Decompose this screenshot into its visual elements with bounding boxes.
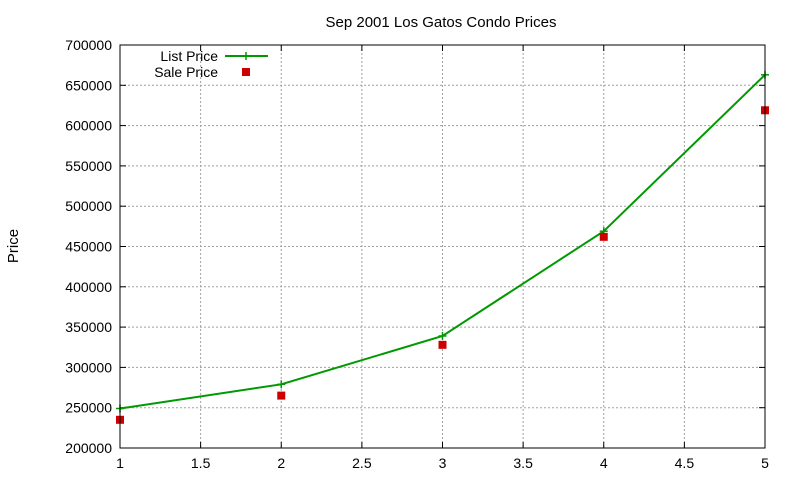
x-tick-label: 3.5 [513,455,533,471]
x-tick-label: 1 [116,455,124,471]
y-tick-label: 500000 [65,198,112,214]
x-tick-label: 4.5 [675,455,695,471]
y-tick-label: 450000 [65,239,112,255]
x-tick-label: 2.5 [352,455,372,471]
list-price-point [438,331,447,340]
y-tick-label: 700000 [65,37,112,53]
legend-swatch-marker [242,52,250,60]
y-tick-label: 300000 [65,359,112,375]
axis-ticks: 200000 250000 300000 350000 400000 450000 5000… [65,37,769,471]
y-axis-label: Price [5,229,22,263]
grid-lines [120,45,765,448]
chart-title: Sep 2001 Los Gatos Condo Prices [326,14,557,31]
legend-label: Sale Price [154,64,218,80]
y-tick-label: 250000 [65,400,112,416]
legend-swatch-marker [242,68,250,76]
x-tick-label: 2 [277,455,285,471]
x-tick-label: 5 [761,455,769,471]
y-tick-label: 400000 [65,279,112,295]
y-tick-label: 550000 [65,158,112,174]
y-tick-label: 650000 [65,77,112,93]
x-tick-label: 1.5 [191,455,211,471]
y-tick-label: 350000 [65,319,112,335]
x-tick-label: 4 [600,455,608,471]
sale-price-point [277,391,286,400]
y-tick-label: 200000 [65,440,112,456]
legend-label: List Price [160,48,218,64]
y-tick-label: 600000 [65,118,112,134]
x-tick-label: 3 [439,455,447,471]
sale-price-point [599,232,608,241]
list-price-point [277,380,286,389]
sale-price-point [438,340,447,349]
plot-frame [119,44,766,449]
